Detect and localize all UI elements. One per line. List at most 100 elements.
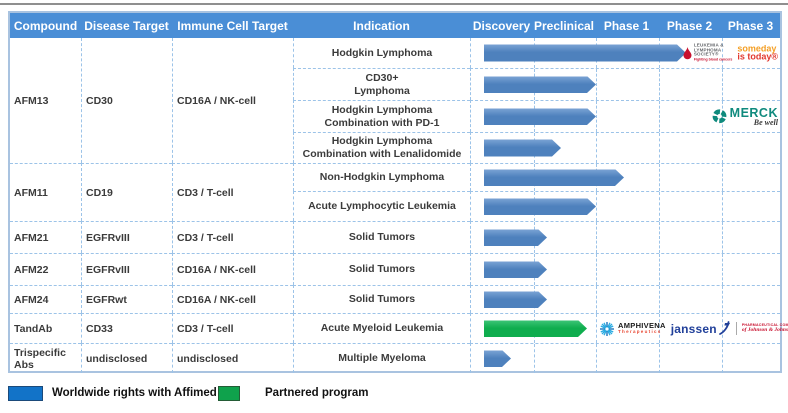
phase-separator	[659, 344, 660, 373]
legend-swatch-partnered	[218, 386, 240, 401]
phase-separator	[534, 344, 535, 373]
pipeline-bar	[484, 108, 596, 125]
pipeline-bar	[484, 45, 686, 62]
disease-target-cell: EGFRvIII	[81, 253, 172, 285]
partner-logos: LEUKEMIA & LYMPHOMA SOCIETY® Fighting blood…	[683, 42, 778, 63]
phase-separator	[722, 38, 723, 68]
pipeline-bar	[484, 320, 587, 337]
legend: Worldwide rights with Affimed Partnered …	[0, 385, 788, 403]
gantt-cell: AMPHIVENA Therapeutics janssen PHARMACEUTIC…	[470, 313, 788, 343]
phase-separator	[722, 314, 723, 343]
pipeline-bar	[484, 291, 547, 308]
phase-separator	[659, 133, 660, 163]
phase-separator	[722, 254, 723, 285]
lls-line: LYMPHOMA	[693, 47, 722, 53]
legend-label-partnered: Partnered program	[265, 387, 369, 399]
header-cell-disease-target: Disease Target	[81, 13, 172, 38]
immune-cell-target-cell: undisclosed	[172, 343, 293, 373]
immune-cell-target-cell: CD16A / NK-cell	[172, 38, 293, 163]
disease-target-cell: CD30	[81, 38, 172, 163]
header-cell-indication: Indication	[293, 13, 470, 38]
phase-separator	[596, 254, 597, 285]
disease-target-cell: undisclosed	[81, 343, 172, 373]
merck-tagline: Be well	[753, 117, 778, 127]
phase-separator	[659, 69, 660, 100]
is-today-text: is today®	[737, 51, 778, 62]
phase-separator	[596, 101, 597, 132]
gantt-cell	[470, 253, 780, 285]
header-cell-compound: Compound	[10, 13, 81, 38]
indication-cell: Solid Tumors	[293, 253, 470, 285]
starburst-icon	[599, 321, 615, 337]
indication-cell: Non-Hodgkin Lymphoma	[293, 163, 470, 191]
header-cell-phase-2: Phase 2	[658, 13, 721, 38]
indication-cell: Solid Tumors	[293, 221, 470, 253]
pipeline-bar	[484, 261, 547, 278]
pipeline-bar	[484, 229, 547, 246]
phase-separator	[596, 133, 597, 163]
indication-cell: Multiple Myeloma	[293, 343, 470, 373]
legend-swatch-worldwide	[8, 386, 43, 401]
phase-separator	[722, 286, 723, 313]
phase-separator	[722, 164, 723, 191]
header-cell-preclinical: Preclinical	[533, 13, 595, 38]
immune-cell-target-cell: CD16A / NK-cell	[172, 253, 293, 285]
top-divider	[0, 3, 788, 5]
indication-cell: Solid Tumors	[293, 285, 470, 313]
pipeline-bar	[484, 140, 561, 157]
indication-cell: Hodgkin Lymphoma Combination with PD-1	[293, 100, 470, 132]
compound-cell: AFM13	[14, 94, 49, 107]
phase-separator	[596, 314, 597, 343]
partner-logos: MERCK Be well	[712, 106, 778, 127]
indication-cell: Hodgkin Lymphoma Combination with Lenali…	[293, 132, 470, 163]
phase-separator	[659, 314, 660, 343]
indication-cell: Acute Lymphocytic Leukemia	[293, 191, 470, 221]
someday-text: someday	[737, 43, 777, 54]
pipeline-bar	[484, 76, 596, 93]
amphivena-logo: AMPHIVENA Therapeutics	[599, 321, 666, 337]
gantt-cell	[470, 343, 780, 373]
gantt-cell	[470, 191, 780, 221]
gantt-cell	[470, 163, 780, 191]
disease-target-cell: EGFRvIII	[81, 221, 172, 253]
disease-target-cell: CD33	[81, 313, 172, 343]
compound-cell: Trispecific Abs	[10, 343, 81, 373]
pipeline-bar	[484, 350, 511, 367]
phase-separator	[722, 222, 723, 253]
gantt-cell: MERCK Be well	[470, 100, 780, 132]
phase-separator	[596, 286, 597, 313]
pipeline-bar	[484, 169, 624, 186]
partner-logos: AMPHIVENA Therapeutics janssen PHARMACEUTIC…	[599, 321, 788, 337]
header-cell-immune-cell-target: Immune Cell Target	[172, 13, 293, 38]
janssen-divider	[735, 322, 737, 335]
phase-separator	[659, 164, 660, 191]
jnj-sub2: of Johnson & Johnson	[741, 326, 788, 333]
phase-separator	[722, 344, 723, 373]
indication-cell: Acute Myeloid Leukemia	[293, 313, 470, 343]
janssen-swoosh-icon	[718, 321, 731, 336]
disease-target-cell: EGFRwt	[81, 285, 172, 313]
gantt-cell	[470, 68, 780, 100]
pipeline-table: Compound Disease Target Immune Cell Target…	[8, 11, 788, 373]
legend-label-worldwide: Worldwide rights with Affimed	[52, 387, 217, 399]
merck-pinwheel-icon	[712, 109, 727, 124]
amphivena-tagline: Therapeutics	[618, 329, 662, 335]
disease-target-cell: CD19	[81, 163, 172, 221]
compound-cell: AFM11	[10, 163, 81, 221]
compound-cell: AFM24	[10, 285, 81, 313]
phase-separator	[596, 222, 597, 253]
header-cell-phase-3: Phase 3	[721, 13, 780, 38]
phase-separator	[659, 101, 660, 132]
phase-separator	[659, 254, 660, 285]
lls-line: LEUKEMIA &	[693, 42, 724, 48]
phase-separator	[596, 344, 597, 373]
blood-drop-icon	[683, 46, 692, 60]
compound-cell: AFM22	[10, 253, 81, 285]
indication-cell: CD30+ Lymphoma	[293, 68, 470, 100]
compound-cell: AFM21	[10, 221, 81, 253]
jnj-sub1: PHARMACEUTICAL COMPANIES	[741, 322, 788, 327]
gantt-cell: LEUKEMIA & LYMPHOMA SOCIETY® Fighting blood…	[470, 38, 780, 68]
phase-separator	[659, 286, 660, 313]
phase-separator	[722, 69, 723, 100]
